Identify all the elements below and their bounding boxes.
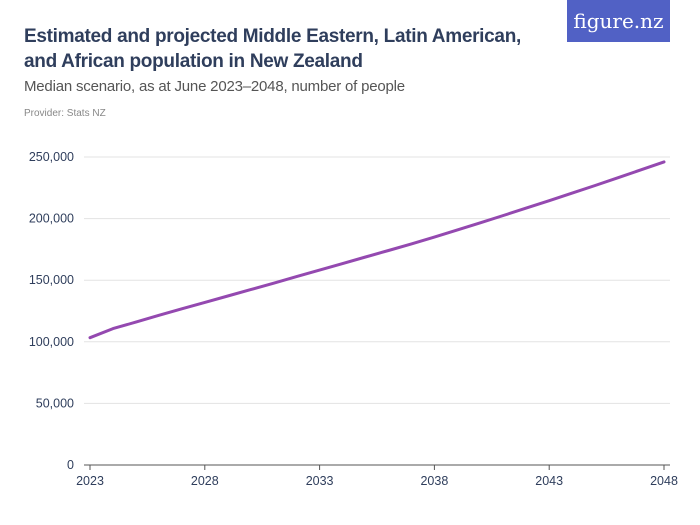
x-tick-label: 2038 xyxy=(420,474,448,488)
y-tick-label: 250,000 xyxy=(29,150,74,164)
y-tick-label: 200,000 xyxy=(29,212,74,226)
y-tick-label: 50,000 xyxy=(36,396,74,410)
chart-subtitle: Median scenario, as at June 2023–2048, n… xyxy=(24,78,405,95)
y-tick-label: 0 xyxy=(67,458,74,472)
x-tick-label: 2033 xyxy=(306,474,334,488)
provider-label: Provider: Stats NZ xyxy=(24,108,106,119)
x-tick-label: 2048 xyxy=(650,474,678,488)
series-line xyxy=(88,160,666,340)
x-tick-label: 2023 xyxy=(76,474,104,488)
x-tick-label: 2043 xyxy=(535,474,563,488)
chart-title: Estimated and projected Middle Eastern, … xyxy=(24,26,521,72)
y-tick-label: 150,000 xyxy=(29,273,74,287)
x-tick-label: 2028 xyxy=(191,474,219,488)
y-tick-label: 100,000 xyxy=(29,335,74,349)
figure-nz-logo[interactable]: figure.nz xyxy=(567,0,670,42)
